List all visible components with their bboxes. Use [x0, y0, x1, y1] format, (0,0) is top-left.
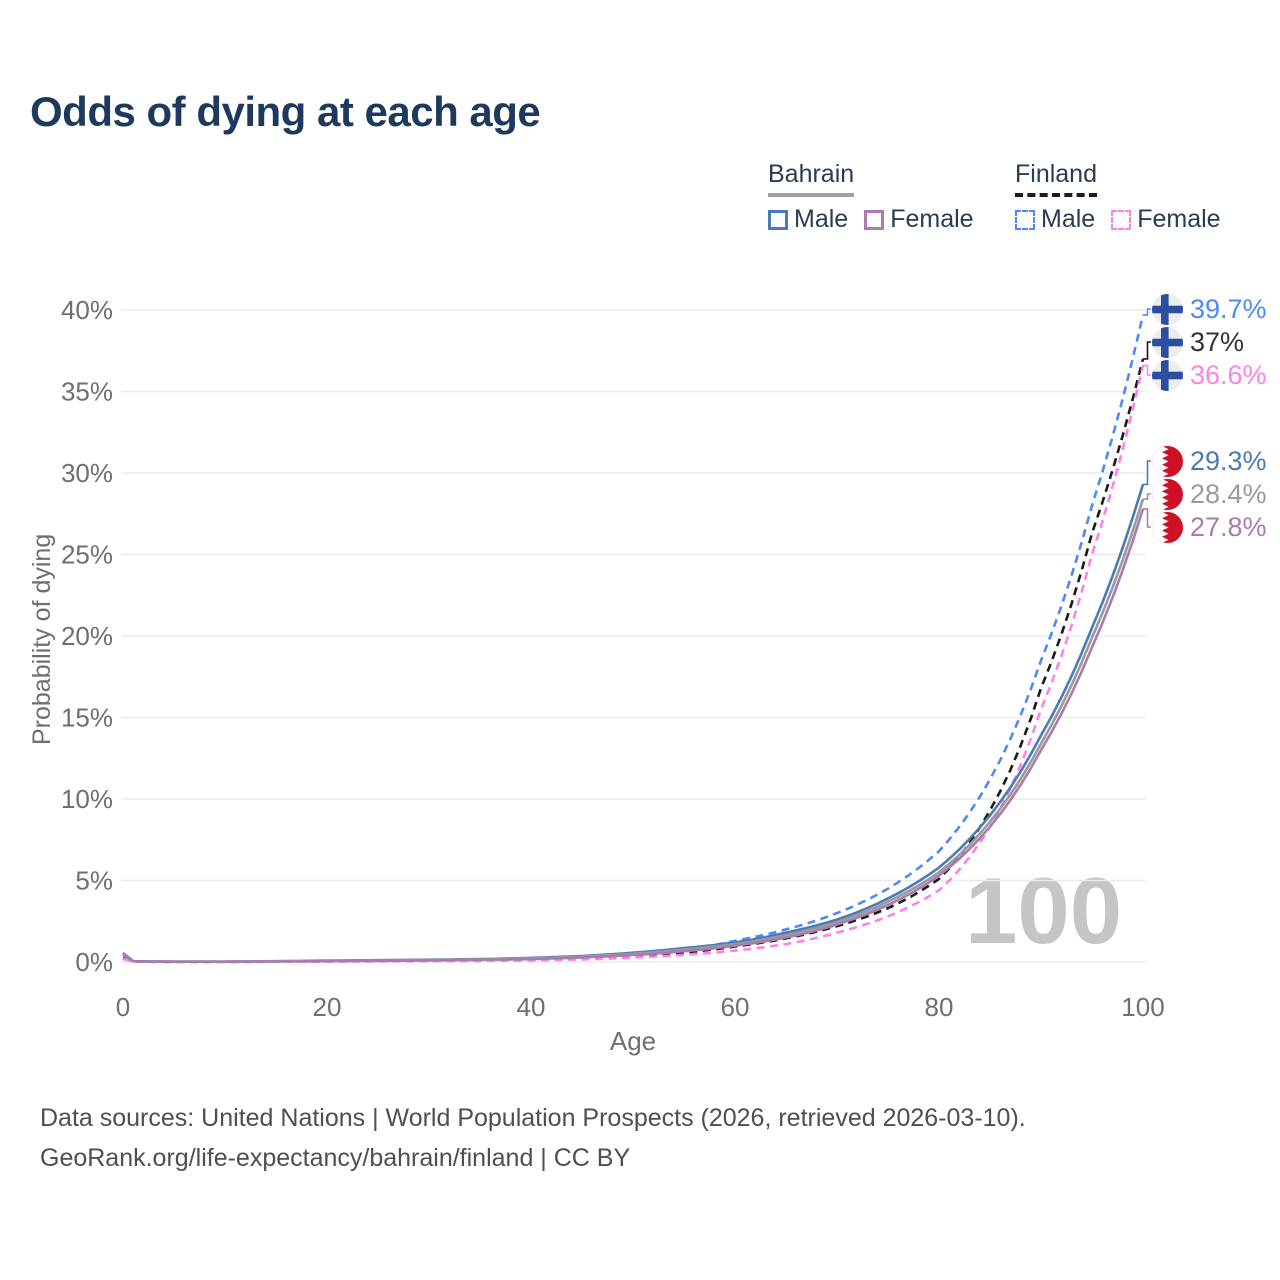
end-label-leader-line [1143, 508, 1151, 528]
series-line [122, 314, 1145, 964]
y-axis-title: Probability of dying [28, 533, 56, 745]
legend-label: Female [890, 205, 974, 233]
bahrain-female-swatch-icon [864, 209, 885, 230]
attribution-line: GeoRank.org/life-expectancy/bahrain/finl… [40, 1144, 631, 1172]
end-label-leader-line [1143, 493, 1151, 500]
x-tick-label: 60 [721, 992, 750, 1022]
y-tick-label: 40% [61, 295, 113, 325]
series-line [122, 508, 1145, 963]
finland-flag-icon [1152, 293, 1183, 325]
end-label-bahrain-total: 28.4% [1152, 478, 1267, 510]
legend-item-bahrain-male[interactable]: Male [768, 205, 848, 234]
end-label-bahrain-male: 29.3% [1152, 445, 1267, 477]
finland-female-swatch-icon [1111, 209, 1132, 230]
finland-flag-icon [1152, 359, 1183, 391]
legend-label: Female [1137, 205, 1221, 233]
finland-male-swatch-icon [1015, 209, 1035, 230]
series-line [122, 358, 1145, 964]
end-label-leader-line [1143, 460, 1151, 486]
legend-item-finland-male[interactable]: Male [1015, 205, 1095, 234]
data-source-line: Data sources: United Nations | World Pop… [40, 1104, 1026, 1132]
x-tick-label: 40 [517, 992, 546, 1022]
end-label-leader-line [1143, 364, 1151, 376]
legend-header-finland: Finland [1015, 160, 1097, 197]
end-label-finland-total: 37% [1152, 326, 1244, 358]
bahrain-flag-icon [1152, 445, 1183, 477]
series-line [122, 498, 1145, 963]
end-label-leader-line [1143, 341, 1151, 360]
legend-group-bahrain: Bahrain Male Female [768, 160, 974, 234]
y-tick-label: 35% [61, 377, 113, 407]
end-label-bahrain-female: 27.8% [1152, 511, 1267, 543]
legend-item-finland-female[interactable]: Female [1111, 205, 1221, 234]
age-watermark: 100 [965, 858, 1122, 963]
end-label-value: 37% [1190, 327, 1245, 357]
bahrain-flag-icon [1152, 511, 1183, 543]
x-tick-label: 20 [313, 992, 342, 1022]
y-tick-label: 30% [61, 458, 113, 488]
legend-label: Male [794, 205, 849, 233]
y-tick-label: 25% [61, 540, 113, 570]
end-label-value: 27.8% [1190, 512, 1267, 542]
y-tick-label: 5% [75, 866, 113, 896]
bahrain-male-swatch-icon [768, 209, 788, 230]
x-tick-label: 100 [1121, 992, 1164, 1022]
legend-header-bahrain: Bahrain [768, 160, 855, 197]
page-title: Odds of dying at each age [30, 88, 541, 135]
x-tick-label: 0 [116, 992, 130, 1022]
end-label-value: 36.6% [1190, 360, 1267, 390]
y-tick-label: 20% [61, 621, 113, 651]
y-tick-label: 10% [61, 784, 113, 814]
legend-group-finland: Finland Male Female [1015, 160, 1221, 234]
end-label-value: 29.3% [1190, 446, 1267, 476]
end-label-leader-line [1143, 308, 1151, 316]
legend-item-bahrain-female[interactable]: Female [864, 205, 974, 234]
x-axis-title: Age [609, 1026, 657, 1056]
end-label-value: 39.7% [1190, 294, 1267, 324]
end-label-value: 28.4% [1190, 479, 1267, 509]
finland-flag-icon [1152, 326, 1183, 358]
y-tick-label: 0% [75, 947, 113, 977]
end-label-finland-male: 39.7% [1152, 293, 1267, 325]
y-tick-label: 15% [61, 703, 113, 733]
end-label-finland-female: 36.6% [1152, 359, 1267, 391]
series-line [122, 484, 1145, 963]
legend-label: Male [1041, 205, 1096, 233]
x-tick-label: 80 [925, 992, 954, 1022]
bahrain-flag-icon [1152, 478, 1183, 510]
series-line [122, 365, 1145, 964]
